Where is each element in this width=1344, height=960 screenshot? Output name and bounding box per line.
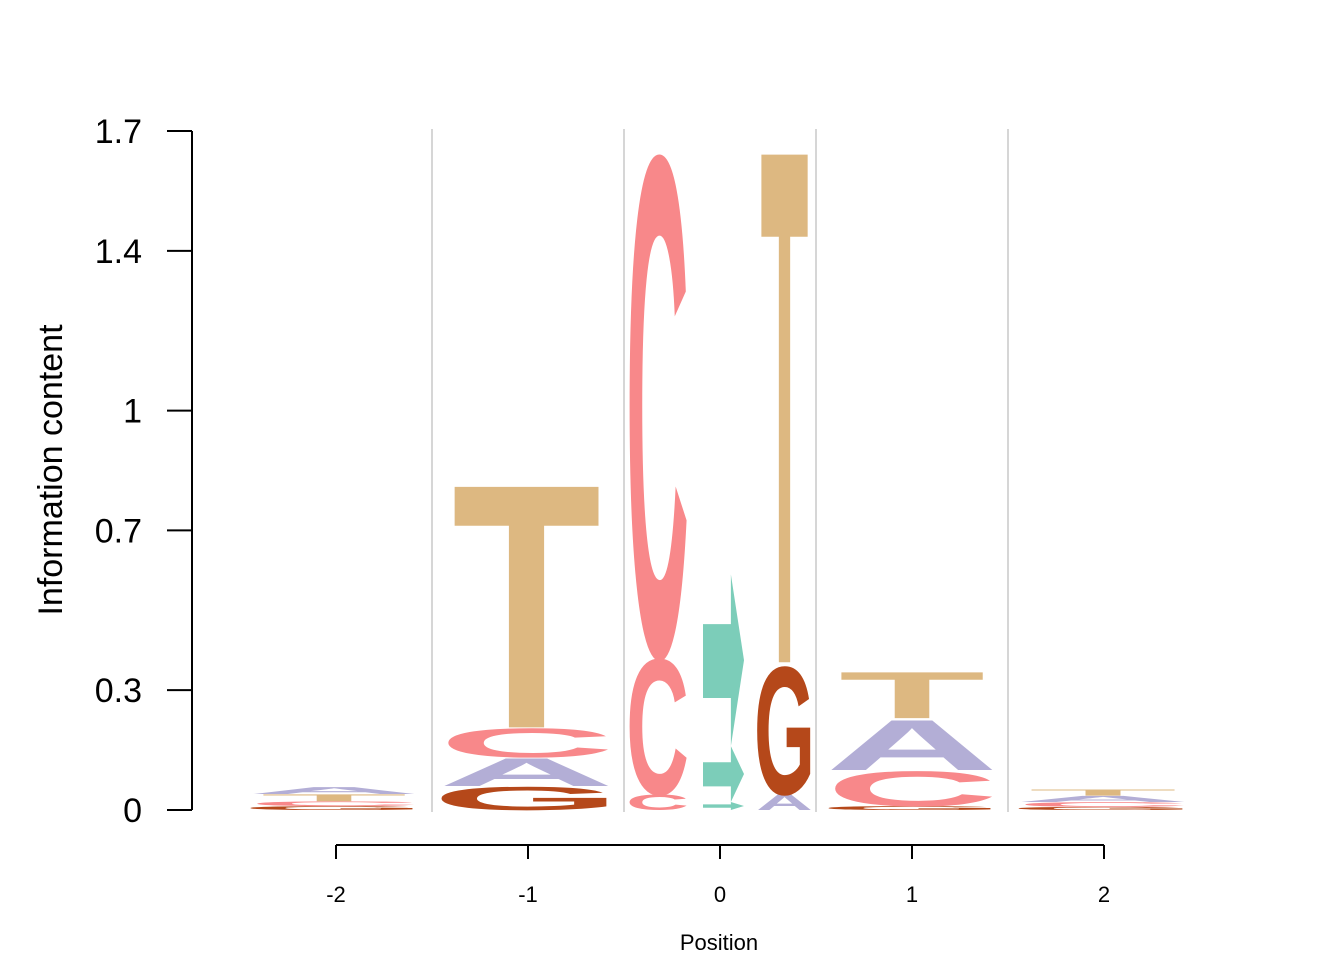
logo-glyph-C: C	[825, 761, 998, 817]
logo-glyph-G: G	[1009, 806, 1198, 811]
logo-glyph-A: A	[438, 750, 614, 794]
logo-glyph-A: A	[756, 790, 813, 815]
logo-glyph-G: G	[819, 805, 1006, 811]
y-tick-label: 0	[123, 792, 142, 830]
x-tick-label: -2	[326, 882, 346, 907]
logo-glyph-arrow	[703, 746, 744, 803]
logo-glyph-T: T	[452, 411, 601, 802]
logo-glyph-A: A	[825, 705, 998, 786]
logo-glyph-arrow	[703, 802, 744, 810]
y-tick-label: 1.7	[95, 113, 142, 151]
y-axis: 0 0.3 0.7 1 1.4 1.7	[95, 113, 193, 830]
logo-glyph-C: C	[247, 800, 420, 807]
logo-glyph-T: T	[761, 0, 809, 820]
logo-glyph-C: C	[626, 8, 689, 807]
logo-glyph-C: C	[438, 720, 614, 767]
y-axis-title: Information content	[32, 324, 70, 616]
logo-glyph-T: T	[1029, 788, 1177, 798]
logo-glyph-T: T	[839, 658, 986, 732]
x-tick-label: 0	[714, 882, 726, 907]
logo-glyph-C: C	[626, 790, 689, 815]
x-axis: -2 -1 0 1 2	[326, 844, 1110, 907]
logo-glyph-A: A	[247, 785, 420, 796]
y-tick-label: 0.3	[95, 672, 142, 710]
logo-glyph-C: C	[626, 619, 689, 836]
x-tick-label: 1	[906, 882, 918, 907]
y-tick-label: 1.4	[95, 233, 142, 271]
logo-glyph-C: C	[1015, 801, 1190, 808]
y-tick-label: 0.7	[95, 512, 142, 550]
x-tick-label: -1	[518, 882, 538, 907]
logo-glyph-G: G	[431, 780, 621, 817]
logo-glyph-A: A	[1015, 794, 1190, 804]
y-tick-label: 1	[123, 393, 142, 431]
logo-glyph-G: G	[241, 805, 428, 811]
x-tick-label: 2	[1098, 882, 1110, 907]
logo-glyph-G: G	[754, 628, 815, 833]
logo-glyph-T: T	[261, 792, 408, 803]
position-separators	[431, 129, 1009, 812]
logo-glyph-arrow	[703, 574, 744, 747]
x-axis-title: Position	[680, 930, 758, 955]
